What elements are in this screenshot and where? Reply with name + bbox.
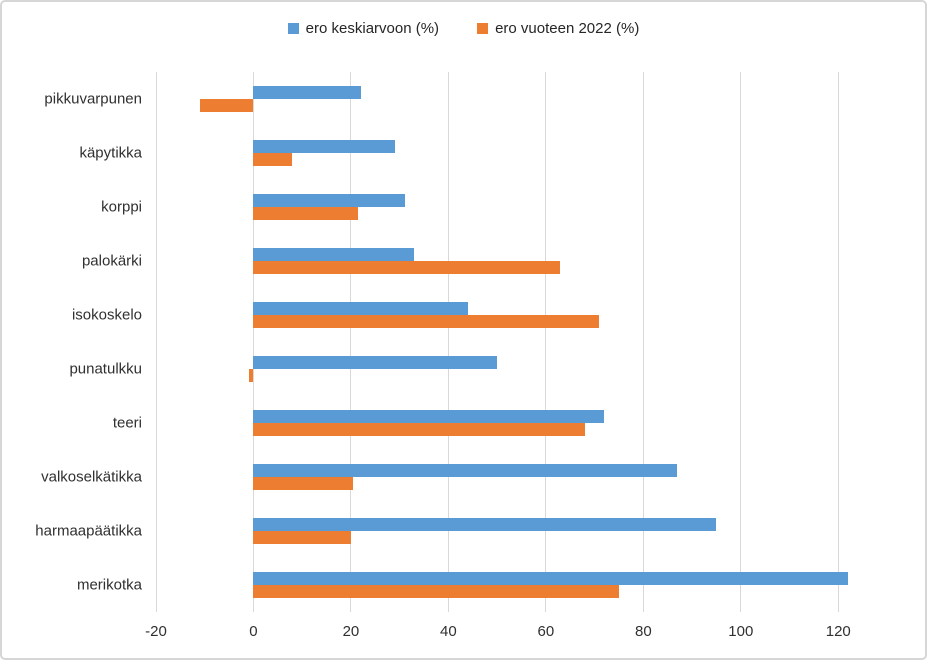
bar-valkoselkätikka-series-0: [253, 464, 678, 477]
value-axis-label-120: 120: [825, 623, 851, 640]
bar-merikotka-series-1: [253, 585, 619, 598]
gridline-120: [837, 72, 839, 612]
legend-swatch-icon: [287, 23, 299, 34]
bar-punatulkku-series-0: [253, 356, 498, 369]
gridline--20: [155, 72, 157, 612]
category-label-korppi: korppi: [101, 198, 142, 216]
legend-label: ero vuoteen 2022 (%): [495, 20, 640, 37]
gridline-20: [350, 72, 352, 612]
bar-merikotka-series-0: [253, 572, 848, 585]
bar-palokärki-series-0: [253, 248, 415, 261]
legend-item-1: ero vuoteen 2022 (%): [477, 20, 639, 37]
bar-korppi-series-0: [253, 194, 405, 207]
gridline-100: [740, 72, 742, 612]
value-axis-label-20: 20: [342, 623, 360, 640]
value-axis-label--20: -20: [145, 623, 167, 640]
bar-palokärki-series-1: [253, 261, 561, 274]
category-label-palokärki: palokärki: [81, 252, 142, 270]
bar-korppi-series-1: [253, 207, 359, 220]
bar-harmaapäätikka-series-0: [253, 518, 717, 531]
plot-area: [155, 72, 887, 612]
bar-käpytikka-series-1: [253, 153, 293, 166]
bar-punatulkku-series-1: [248, 369, 254, 382]
value-axis-label-0: 0: [249, 623, 258, 640]
bar-teeri-series-0: [253, 410, 605, 423]
value-axis-label-100: 100: [728, 623, 754, 640]
legend-item-0: ero keskiarvoon (%): [287, 20, 440, 37]
category-label-isokoskelo: isokoskelo: [71, 306, 142, 324]
gridline-80: [642, 72, 644, 612]
gridline-0: [252, 72, 254, 612]
category-label-käpytikka: käpytikka: [79, 144, 142, 162]
bar-pikkuvarpunen-series-1: [199, 99, 254, 112]
value-axis-label-40: 40: [440, 623, 457, 640]
bar-valkoselkätikka-series-1: [253, 477, 354, 490]
legend: ero keskiarvoon (%) ero vuoteen 2022 (%): [2, 20, 925, 37]
category-label-punatulkku: punatulkku: [69, 360, 142, 378]
value-axis-labels: -20 0 20 40 60 80 100 120: [145, 623, 887, 643]
category-label-merikotka: merikotka: [76, 576, 142, 594]
value-axis-label-60: 60: [537, 623, 555, 640]
bar-käpytikka-series-0: [253, 140, 395, 153]
legend-swatch-icon: [477, 23, 489, 34]
bar-harmaapäätikka-series-1: [253, 531, 351, 544]
bar-isokoskelo-series-1: [253, 315, 600, 328]
category-axis-labels: pikkuvarpunen käpytikka korppi palokärki iso…: [2, 72, 142, 612]
bar-isokoskelo-series-0: [253, 302, 468, 315]
bar-teeri-series-1: [253, 423, 585, 436]
category-label-pikkuvarpunen: pikkuvarpunen: [44, 90, 142, 108]
gridline-60: [545, 72, 547, 612]
category-label-valkoselkätikka: valkoselkätikka: [41, 468, 142, 486]
bar-pikkuvarpunen-series-0: [253, 86, 361, 99]
legend-label: ero keskiarvoon (%): [305, 20, 440, 37]
category-label-harmaapäätikka: harmaapäätikka: [35, 522, 142, 540]
category-label-teeri: teeri: [112, 414, 142, 432]
value-axis-label-80: 80: [634, 623, 652, 640]
gridline-40: [447, 72, 449, 612]
